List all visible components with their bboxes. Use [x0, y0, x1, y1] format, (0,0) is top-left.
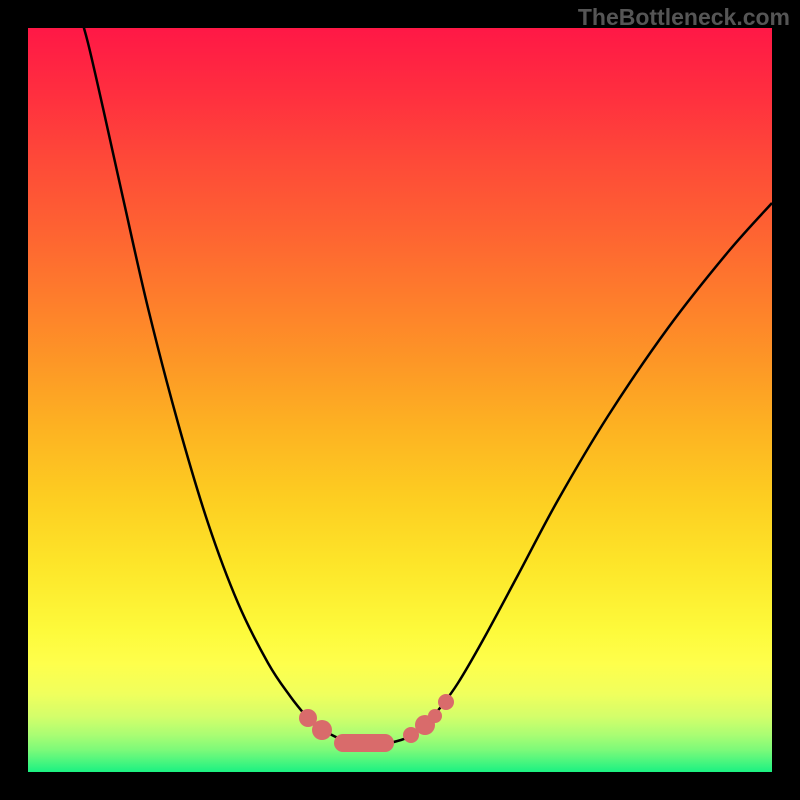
marker-dot	[312, 720, 332, 740]
plot-area	[28, 28, 772, 772]
outer-frame: TheBottleneck.com	[0, 0, 800, 800]
marker-dot	[428, 709, 442, 723]
gradient-chart	[28, 28, 772, 772]
gradient-background	[28, 28, 772, 772]
marker-pill	[334, 734, 394, 752]
marker-dot	[438, 694, 454, 710]
watermark-text: TheBottleneck.com	[578, 4, 790, 31]
